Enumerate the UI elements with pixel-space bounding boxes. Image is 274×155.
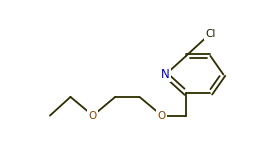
Text: O: O — [89, 111, 97, 121]
Text: O: O — [158, 111, 166, 121]
Text: Cl: Cl — [205, 29, 216, 39]
Text: N: N — [161, 68, 170, 81]
